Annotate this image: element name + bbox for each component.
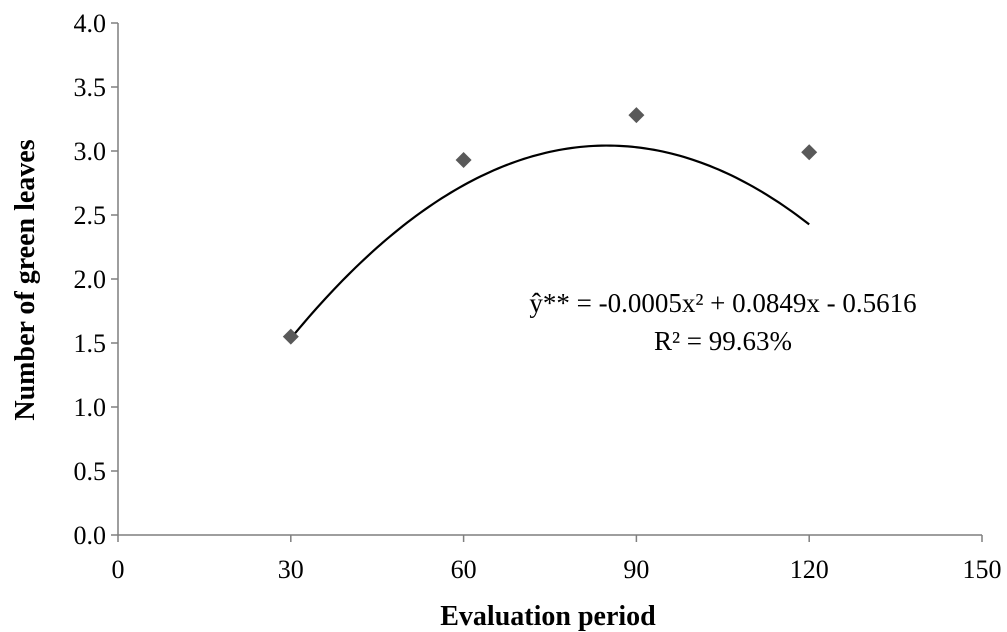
y-axis-title: Number of green leaves bbox=[10, 139, 41, 420]
data-point-marker bbox=[455, 151, 472, 168]
x-tick-label: 150 bbox=[963, 555, 1002, 584]
data-point-marker bbox=[801, 144, 818, 161]
data-point-marker bbox=[628, 107, 645, 124]
y-tick-label: 3.5 bbox=[74, 73, 107, 102]
x-axis-title: Evaluation period bbox=[440, 601, 656, 632]
r-squared-label: R² = 99.63% bbox=[654, 326, 792, 356]
data-point-marker bbox=[282, 328, 299, 345]
equation-label: ŷ** = -0.0005x² + 0.0849x - 0.5616 bbox=[529, 288, 916, 318]
y-tick-label: 3.0 bbox=[74, 137, 107, 166]
y-axis-ticks: 0.0 0.5 1.0 1.5 2.0 2.5 3.0 3.5 4.0 bbox=[74, 9, 118, 550]
y-tick-label: 0.5 bbox=[74, 457, 107, 486]
x-tick-label: 30 bbox=[278, 555, 304, 584]
y-tick-label: 0.0 bbox=[74, 521, 107, 550]
x-tick-label: 60 bbox=[451, 555, 477, 584]
x-axis-ticks: 0 30 60 90 120 150 bbox=[112, 535, 1002, 584]
x-tick-label: 90 bbox=[623, 555, 649, 584]
data-points bbox=[282, 107, 818, 345]
y-tick-label: 1.5 bbox=[74, 329, 107, 358]
y-tick-label: 2.5 bbox=[74, 201, 107, 230]
x-tick-label: 0 bbox=[112, 555, 125, 584]
trendline bbox=[289, 144, 810, 340]
x-tick-label: 120 bbox=[790, 555, 829, 584]
y-tick-label: 1.0 bbox=[74, 393, 107, 422]
y-tick-label: 2.0 bbox=[74, 265, 107, 294]
y-tick-label: 4.0 bbox=[74, 9, 107, 38]
